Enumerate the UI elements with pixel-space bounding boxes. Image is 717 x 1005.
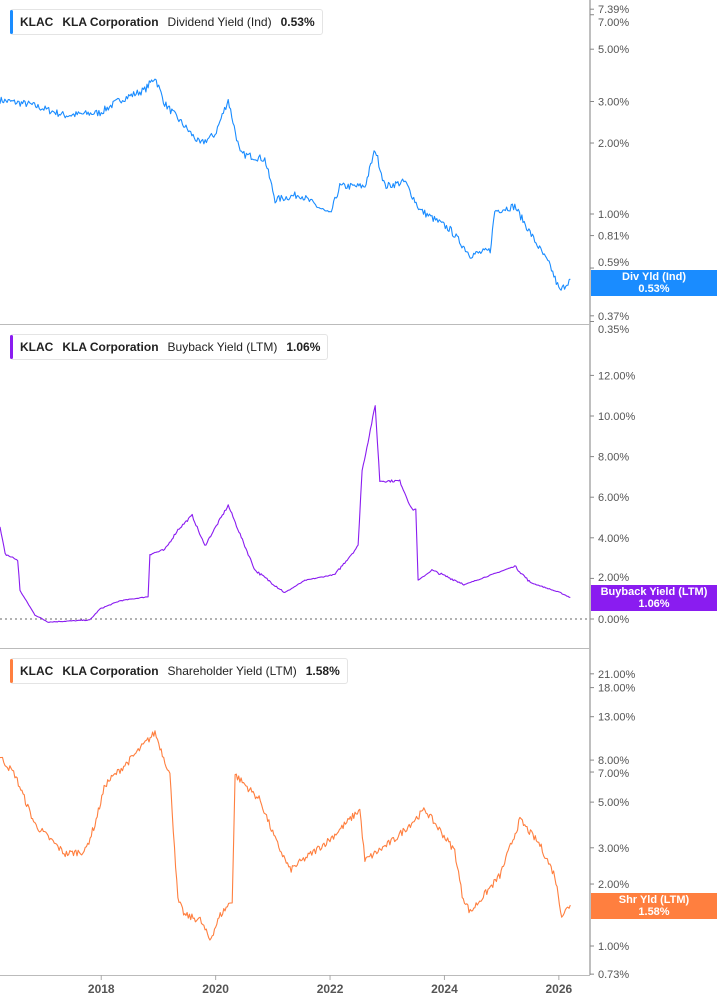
buyback-yield-line: [0, 405, 571, 623]
legend-shareholder-yield[interactable]: KLAC KLA Corporation Shareholder Yield (…: [10, 658, 348, 684]
legend-ticker: KLAC: [20, 340, 54, 354]
legend-color-bar: [10, 335, 13, 359]
legend-value: 0.53%: [280, 15, 315, 29]
y-tick-label: 6.00%: [598, 492, 629, 504]
tag-value: 1.06%: [638, 598, 670, 610]
current-value-tag-buyback: Buyback Yield (LTM) 1.06%: [591, 585, 717, 611]
y-tick-label: 3.00%: [598, 843, 629, 855]
legend-ticker: KLAC: [20, 15, 54, 29]
y-tick-label: 0.00%: [598, 614, 629, 626]
legend-metric: Dividend Yield (Ind): [167, 15, 272, 29]
y-tick-label: 3.00%: [598, 97, 629, 109]
legend-company: KLA Corporation: [62, 340, 159, 354]
y-tick-label: 0.59%: [598, 257, 629, 269]
y-tick-label: 7.00%: [598, 768, 629, 780]
y-tick-label: 2.00%: [598, 879, 629, 891]
legend-buyback-yield[interactable]: KLAC KLA Corporation Buyback Yield (LTM)…: [10, 334, 329, 360]
x-tick-label: 2018: [88, 982, 115, 996]
x-tick-label: 2022: [317, 982, 344, 996]
legend-value: 1.06%: [286, 340, 321, 354]
tag-label: Buyback Yield (LTM): [600, 586, 708, 598]
tag-label: Div Yld (Ind): [622, 271, 686, 283]
y-tick-label: 21.00%: [598, 669, 636, 681]
y-tick-label: 8.00%: [598, 755, 629, 767]
current-value-tag-dividend: Div Yld (Ind) 0.53%: [591, 270, 717, 296]
legend-metric: Shareholder Yield (LTM): [167, 664, 297, 678]
y-tick-label: 1.00%: [598, 941, 629, 953]
tag-value: 0.53%: [638, 283, 670, 295]
x-tick-label: 2026: [545, 982, 572, 996]
y-tick-label: 18.00%: [598, 683, 636, 695]
legend-value: 1.58%: [305, 664, 340, 678]
y-tick-label: 12.00%: [598, 370, 636, 382]
y-tick-label: 0.35%: [598, 324, 629, 336]
x-tick-label: 2024: [431, 982, 458, 996]
y-tick-label: 2.00%: [598, 572, 629, 584]
tag-value: 1.58%: [638, 906, 670, 918]
shareholder-yield-line: [0, 730, 571, 941]
y-tick-label: 7.39%: [598, 4, 629, 16]
legend-metric: Buyback Yield (LTM): [167, 340, 278, 354]
legend-color-bar: [10, 10, 13, 34]
tag-label: Shr Yld (LTM): [618, 894, 690, 906]
y-tick-label: 5.00%: [598, 797, 629, 809]
legend-company: KLA Corporation: [62, 15, 159, 29]
y-tick-label: 0.81%: [598, 231, 629, 243]
y-tick-label: 7.00%: [598, 17, 629, 29]
dividend-yield-line: [0, 78, 571, 291]
legend-company: KLA Corporation: [62, 664, 159, 678]
y-tick-label: 1.00%: [598, 209, 629, 221]
y-tick-label: 8.00%: [598, 452, 629, 464]
y-tick-label: 10.00%: [598, 411, 636, 423]
legend-color-bar: [10, 659, 13, 683]
y-tick-label: 2.00%: [598, 138, 629, 150]
y-tick-label: 0.37%: [598, 311, 629, 323]
y-tick-label: 13.00%: [598, 712, 636, 724]
y-tick-label: 4.00%: [598, 533, 629, 545]
legend-ticker: KLAC: [20, 664, 54, 678]
current-value-tag-shareholder: Shr Yld (LTM) 1.58%: [591, 893, 717, 919]
y-tick-label: 0.73%: [598, 969, 629, 981]
x-tick-label: 2020: [202, 982, 229, 996]
legend-dividend-yield[interactable]: KLAC KLA Corporation Dividend Yield (Ind…: [10, 9, 323, 35]
y-tick-label: 5.00%: [598, 44, 629, 56]
